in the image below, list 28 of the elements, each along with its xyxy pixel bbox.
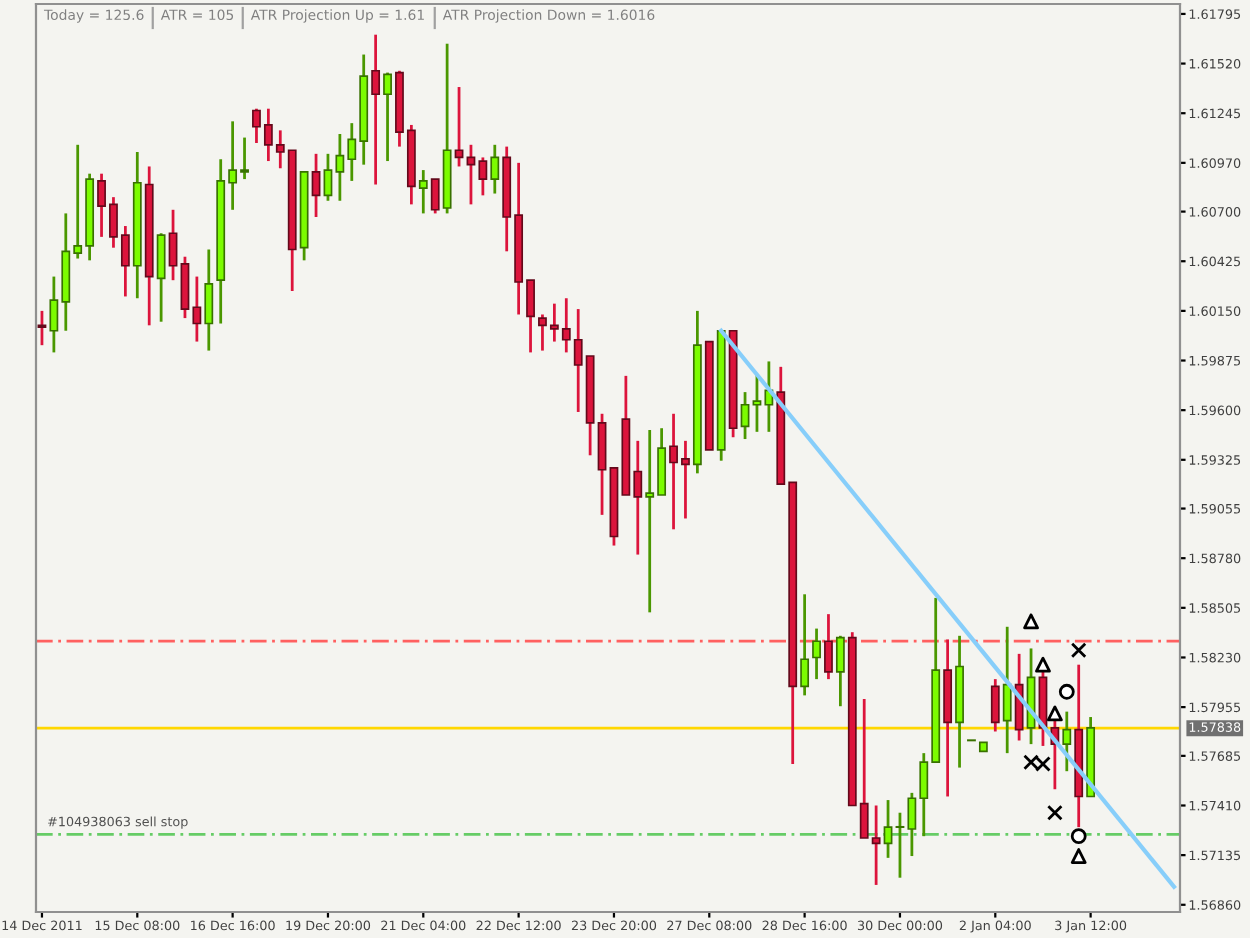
candlestick: [800, 592, 810, 697]
candlestick: [383, 71, 392, 163]
point: [1023, 613, 1039, 630]
candlestick: [37, 309, 47, 347]
candlestick: [1002, 625, 1012, 755]
candlestick: [824, 612, 833, 681]
candlestick: [883, 798, 893, 860]
point: [1070, 848, 1087, 864]
candlestick: [430, 177, 440, 215]
candlestick: [990, 677, 1000, 733]
point: [1046, 804, 1063, 821]
candlestick: [1062, 710, 1072, 773]
candlestick: [812, 627, 821, 681]
candlestick: [371, 33, 381, 186]
candlestick: [835, 634, 845, 708]
candlestick: [204, 248, 214, 352]
point: [1070, 828, 1087, 845]
candlestick: [418, 168, 428, 215]
candlestick: [740, 390, 750, 441]
point: [1070, 642, 1087, 659]
candlestick: [156, 231, 166, 324]
candlestick: [168, 208, 178, 282]
candlestick: [311, 152, 321, 219]
point: [1046, 705, 1063, 722]
point: [1058, 683, 1075, 700]
candlestick: [490, 143, 500, 195]
candlestick: [454, 85, 464, 168]
point: [1035, 656, 1051, 673]
